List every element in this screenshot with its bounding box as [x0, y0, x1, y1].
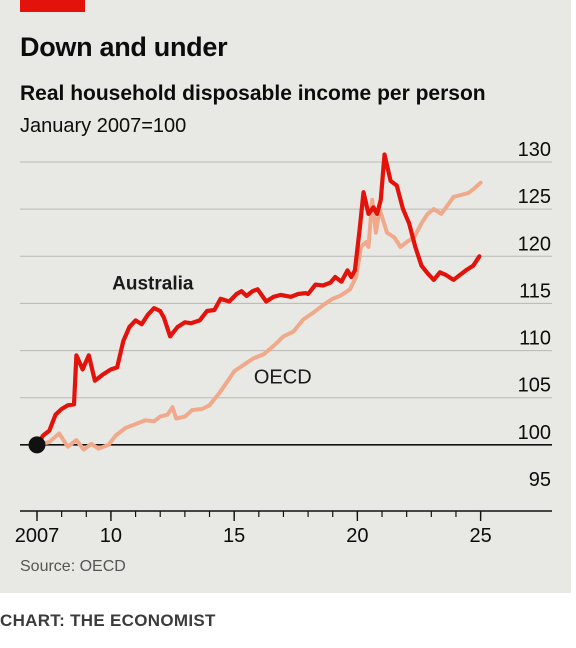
x-tick-label: 25: [469, 525, 491, 547]
start-point-marker: [28, 436, 46, 454]
y-tick-label: 130: [518, 139, 551, 161]
series-line-australia: [34, 152, 482, 447]
y-tick-label: 125: [518, 186, 551, 208]
series-line-oecd: [35, 180, 483, 452]
chart-title: Down and under: [20, 32, 228, 62]
chart-credit: CHART: THE ECONOMIST: [0, 611, 216, 630]
x-axis: 2007 10 15 20 25: [15, 510, 552, 547]
gridlines: [20, 161, 552, 446]
brand-tag: [20, 0, 85, 12]
line-chart: 95 100 105 110 115 120 125 130 2007 10 15 20 25 Aus…: [15, 139, 552, 547]
y-tick-label: 100: [518, 422, 551, 444]
y-tick-label: 95: [529, 469, 551, 491]
y-tick-label: 120: [518, 233, 551, 255]
y-tick-label: 110: [519, 328, 551, 350]
series-labels: Australia OECD: [112, 273, 312, 388]
chart-unit-note: January 2007=100: [20, 115, 187, 137]
x-tick-label: 2007: [15, 525, 60, 547]
series-lines: [28, 152, 483, 454]
y-axis-ticks: 95 100 105 110 115 120 125 130: [518, 139, 551, 491]
source-note: Source: OECD: [20, 558, 126, 575]
series-label-australia: Australia: [112, 273, 194, 294]
x-tick-label: 15: [223, 525, 245, 547]
x-tick-label: 20: [346, 525, 368, 547]
x-tick-label: 10: [100, 525, 122, 547]
chart-subtitle: Real household disposable income per per…: [20, 82, 486, 105]
y-tick-label: 115: [519, 280, 551, 302]
series-label-oecd: OECD: [254, 367, 312, 389]
y-tick-label: 105: [518, 375, 551, 397]
